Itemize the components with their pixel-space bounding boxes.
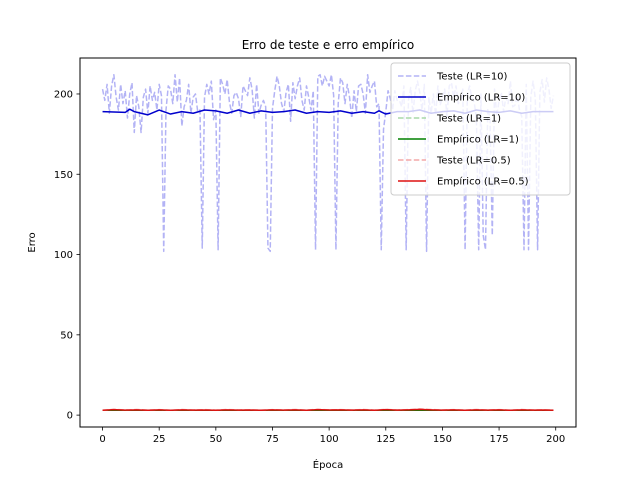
legend-label-5: Empírico (LR=0.5) bbox=[437, 176, 529, 188]
y-axis-title: Erro bbox=[27, 232, 38, 252]
y-tick-label-3: 150 bbox=[54, 170, 73, 181]
legend-label-4: Teste (LR=0.5) bbox=[436, 156, 511, 167]
x-tick-label-7: 175 bbox=[490, 434, 509, 445]
y-tick-label-0: 0 bbox=[67, 411, 73, 422]
x-tick-label-8: 200 bbox=[546, 434, 565, 445]
chart-title: Erro de teste e erro empírico bbox=[242, 38, 415, 52]
legend-label-0: Teste (LR=10) bbox=[436, 72, 508, 83]
x-axis-title: Época bbox=[313, 458, 343, 471]
x-tick-label-5: 125 bbox=[376, 434, 395, 445]
x-tick-label-6: 150 bbox=[433, 434, 452, 445]
plot-lines bbox=[101, 73, 555, 412]
y-tick-label-1: 50 bbox=[60, 330, 73, 341]
series-line-5 bbox=[102, 408, 554, 412]
plot-frame bbox=[79, 57, 577, 428]
x-tick-label-4: 100 bbox=[320, 434, 339, 445]
series-line-0 bbox=[101, 73, 555, 253]
x-tick-label-1: 25 bbox=[153, 434, 166, 445]
legend: Teste (LR=10) Empírico (LR=10) Teste (LR=1… bbox=[390, 62, 571, 196]
y-tick-label-4: 200 bbox=[54, 89, 73, 100]
x-axis-ticks: 0 25 50 75 100 125 150 175 200 bbox=[99, 427, 565, 445]
legend-box bbox=[390, 62, 571, 196]
x-tick-label-2: 50 bbox=[209, 434, 222, 445]
legend-label-1: Empírico (LR=10) bbox=[437, 92, 525, 104]
x-tick-label-3: 75 bbox=[266, 434, 279, 445]
x-tick-label-0: 0 bbox=[99, 434, 105, 445]
legend-label-2: Teste (LR=1) bbox=[436, 114, 501, 125]
y-tick-label-2: 100 bbox=[54, 250, 73, 261]
y-axis-ticks: 0 50 100 150 200 bbox=[54, 89, 80, 422]
legend-label-3: Empírico (LR=1) bbox=[437, 134, 519, 146]
